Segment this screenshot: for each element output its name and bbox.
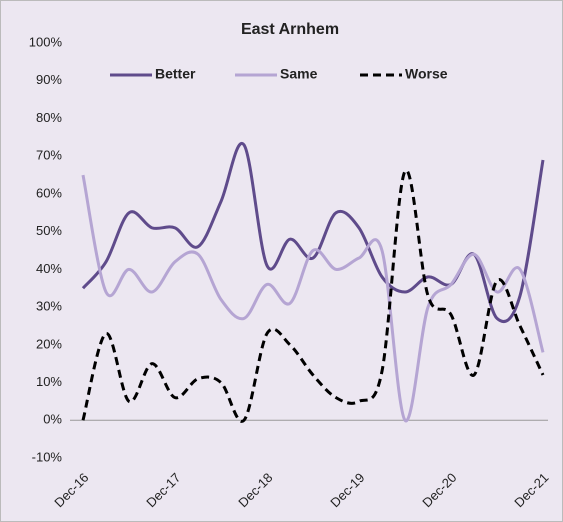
y-tick-label: 20% bbox=[36, 336, 62, 351]
y-tick-label: 80% bbox=[36, 110, 62, 125]
chart-title: East Arnhem bbox=[241, 21, 339, 38]
y-tick-label: 60% bbox=[36, 185, 62, 200]
series-line bbox=[81, 169, 545, 423]
y-tick-label: 100% bbox=[29, 34, 63, 49]
legend-label: Better bbox=[155, 66, 196, 82]
y-tick-label: 30% bbox=[36, 299, 62, 314]
legend-label: Same bbox=[280, 66, 318, 82]
legend-label: Worse bbox=[405, 66, 448, 82]
y-tick-label: 70% bbox=[36, 148, 62, 163]
y-tick-label: -10% bbox=[32, 449, 63, 464]
y-tick-label: 50% bbox=[36, 223, 62, 238]
y-tick-label: 10% bbox=[36, 374, 62, 389]
series-line bbox=[81, 174, 545, 422]
y-tick-label: 90% bbox=[36, 72, 62, 87]
y-tick-label: 40% bbox=[36, 261, 62, 276]
y-tick-label: 0% bbox=[43, 412, 62, 427]
